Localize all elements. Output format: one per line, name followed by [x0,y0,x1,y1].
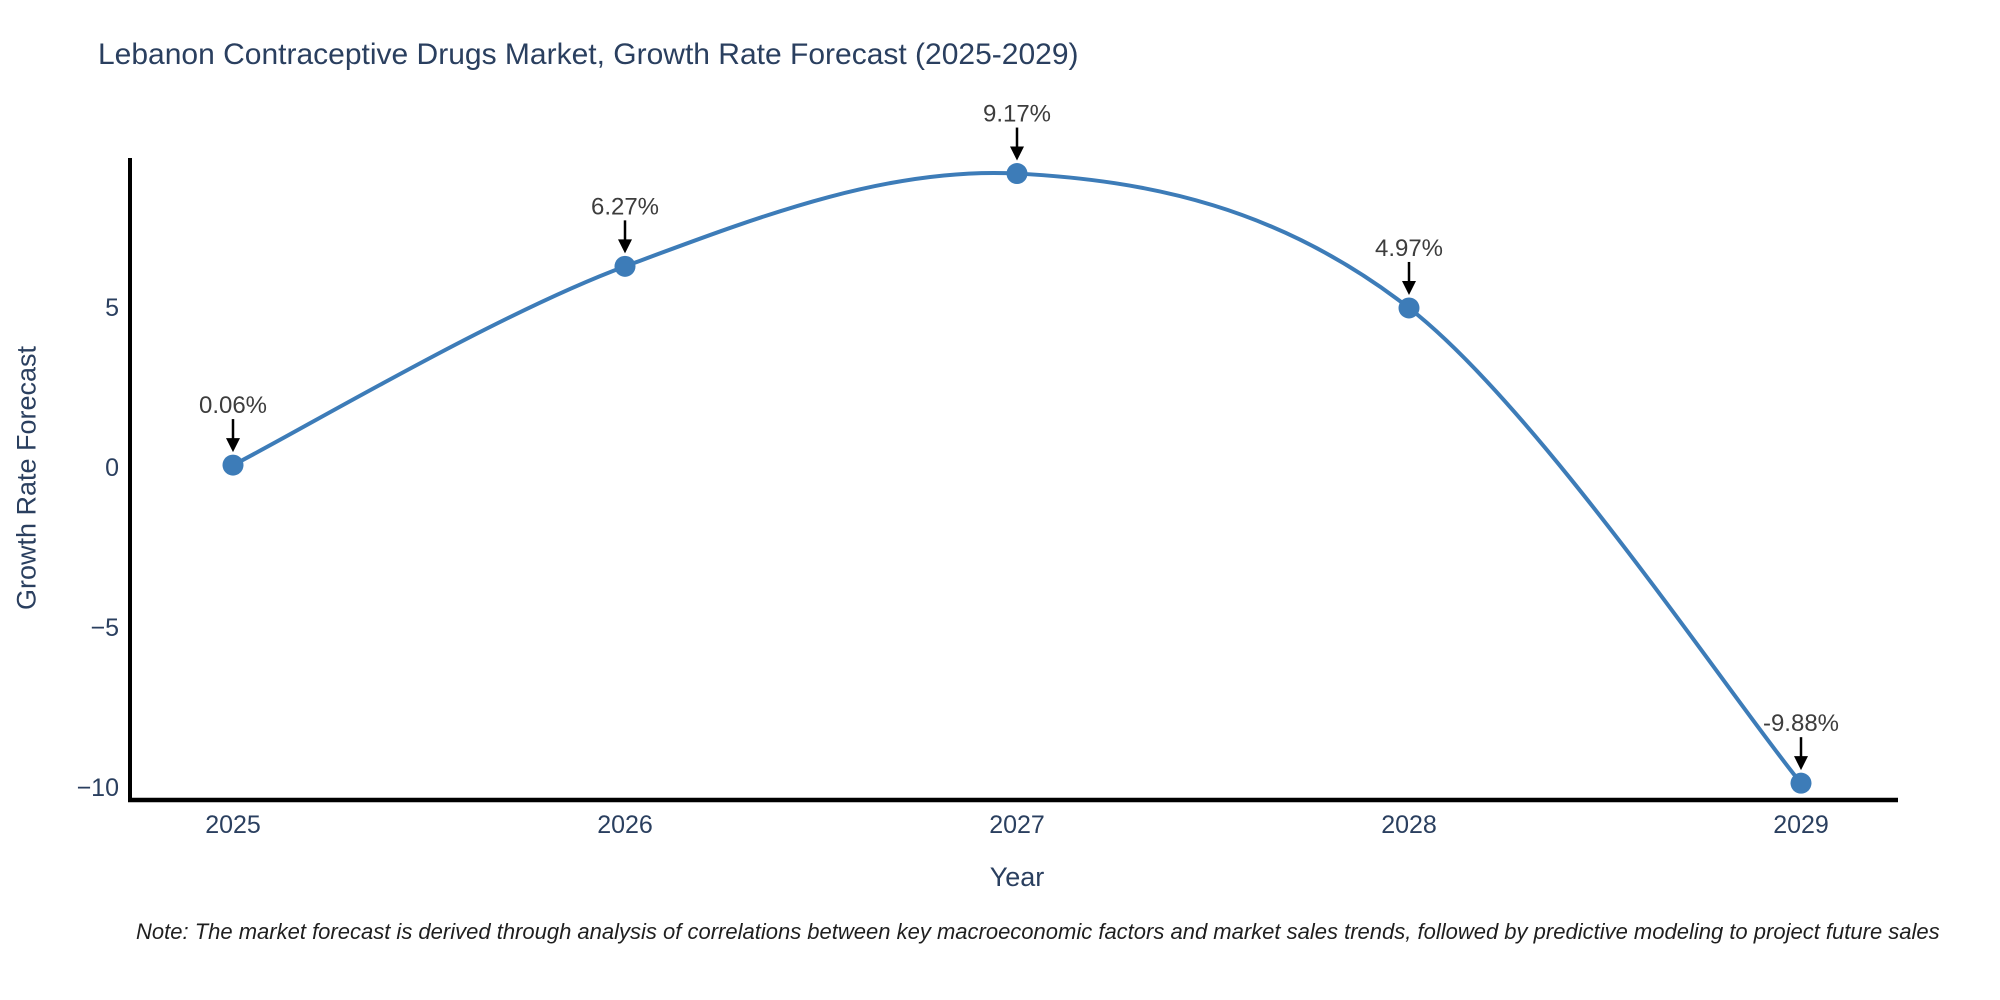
annotation-arrowhead-icon [1794,756,1808,771]
x-tick-label: 2028 [1381,811,1437,839]
chart-title: Lebanon Contraceptive Drugs Market, Grow… [98,38,1079,71]
y-tick-label: −10 [77,774,119,802]
x-tick-label: 2026 [597,811,653,839]
annotation-arrowhead-icon [226,438,240,453]
x-axis-title: Year [989,862,1045,892]
point-annotation-label: 9.17% [983,101,1051,128]
y-tick-label: 5 [105,294,119,322]
data-point-marker [1790,772,1812,794]
point-annotation-label: 0.06% [199,392,267,419]
x-tick-label: 2027 [989,811,1045,839]
y-axis-title: Growth Rate Forecast [11,345,42,611]
y-tick-label: 0 [105,454,119,482]
annotation-arrowhead-icon [1010,146,1024,161]
point-annotation-label: -9.88% [1763,710,1839,737]
y-tick-label: −5 [90,614,119,642]
data-point-marker [222,454,244,476]
x-tick-label: 2025 [205,811,261,839]
forecast-spline-line [231,170,1803,786]
point-annotation-label: 4.97% [1375,235,1443,262]
data-point-marker [614,255,636,277]
point-annotation-label: 6.27% [591,193,659,220]
data-point-marker [1398,297,1420,319]
data-point-marker [1006,163,1028,185]
footnote: Note: The market forecast is derived thr… [136,919,1940,944]
annotation-arrowhead-icon [618,239,632,254]
x-tick-label: 2029 [1773,811,1829,839]
annotation-arrowhead-icon [1402,280,1416,295]
